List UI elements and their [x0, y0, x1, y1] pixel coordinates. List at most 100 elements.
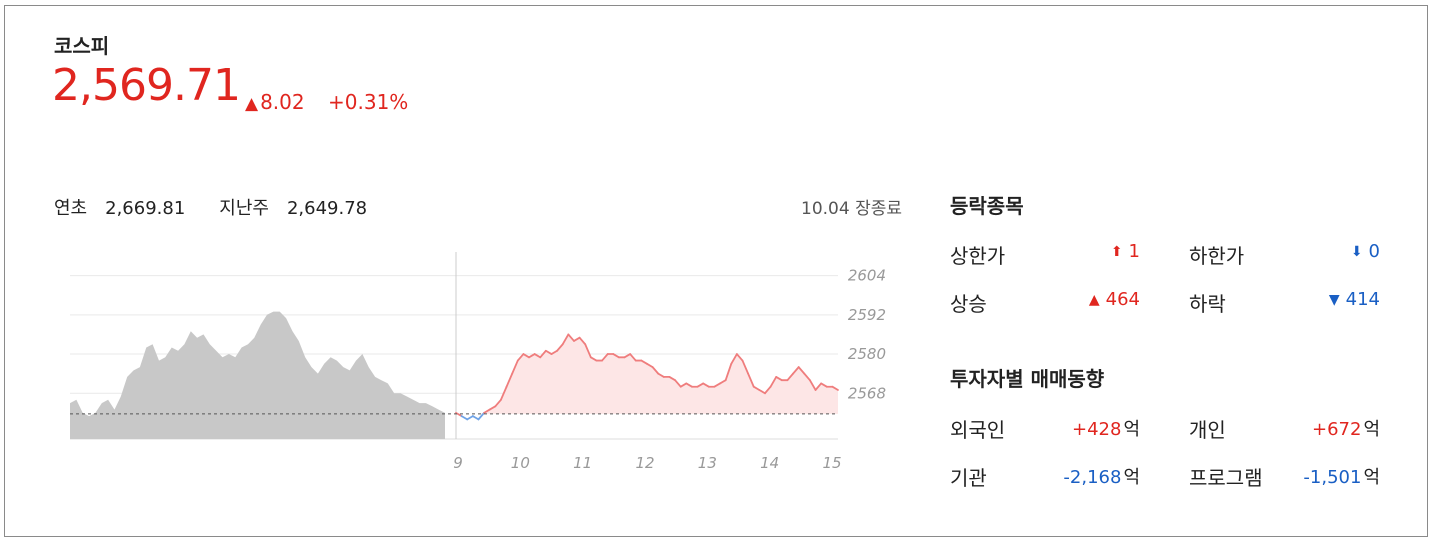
today-line-segment — [668, 376, 676, 382]
program-label: 프로그램 — [1189, 466, 1263, 490]
today-line-segment — [758, 389, 766, 395]
today-line-segment — [539, 349, 547, 359]
today-line-segment — [679, 382, 688, 388]
x-tick-label: 15 — [822, 454, 841, 472]
index-card — [4, 5, 1428, 537]
today-line-segment — [814, 382, 823, 391]
today-line-segment — [460, 415, 469, 421]
advance-label: 상승 — [950, 292, 987, 316]
today-line-segment — [601, 353, 609, 362]
institution-amount: -2,168 — [1063, 467, 1122, 488]
today-line-segment — [556, 343, 564, 352]
today-line-segment — [623, 353, 632, 359]
today-line-segment — [685, 382, 693, 388]
decline-label: 하락 — [1189, 292, 1226, 316]
y-tick-label: 2604 — [848, 267, 886, 285]
today-line-segment — [803, 372, 811, 382]
today-line-segment — [741, 359, 750, 375]
lastweek-label: 지난주 — [219, 198, 269, 219]
ytd-label: 연초 — [54, 198, 88, 219]
x-tick-label: 9 — [453, 454, 463, 472]
upper-limit-label: 상한가 — [950, 244, 1006, 268]
today-line-segment — [511, 359, 519, 375]
up-arrow-icon: ⬆ — [1110, 244, 1123, 260]
today-line-segment — [516, 353, 525, 362]
decline-count: 414 — [1345, 289, 1380, 310]
upper-limit-count: 1 — [1128, 241, 1140, 262]
individual-unit: 억 — [1363, 419, 1380, 440]
today-line-segment — [629, 353, 637, 362]
today-line-segment — [831, 385, 839, 391]
today-line-segment — [612, 353, 620, 359]
today-line-segment — [528, 353, 536, 359]
today-line-segment — [657, 372, 665, 378]
today-line-segment — [674, 379, 682, 388]
today-line-segment — [820, 382, 828, 388]
program-amount: -1,501 — [1303, 467, 1362, 488]
up-triangle-icon: ▲ — [1088, 292, 1100, 308]
today-line-segment — [500, 385, 508, 401]
today-line-segment — [809, 379, 817, 391]
institution-value: -2,168 억 — [1030, 463, 1140, 489]
lower-limit-count: 0 — [1368, 241, 1380, 262]
today-line-segment — [646, 362, 654, 369]
today-line-segment — [775, 376, 783, 382]
today-line-segment — [696, 382, 705, 388]
today-line-segment — [724, 362, 733, 382]
today-line-segment — [483, 408, 491, 414]
today-line-segment — [769, 376, 778, 388]
program-unit: 억 — [1363, 467, 1380, 488]
individual-amount: +672 — [1311, 419, 1362, 440]
today-line-segment — [573, 336, 581, 342]
today-line-segment — [522, 353, 530, 359]
institution-unit: 억 — [1123, 467, 1140, 488]
x-tick-label: 12 — [635, 454, 654, 472]
index-chart[interactable]: 2604 2592 2580 2568 9 10 11 12 13 14 15 — [60, 236, 900, 476]
down-arrow-icon: ⬇ — [1350, 244, 1363, 260]
ytd-value: 2,669.81 — [105, 198, 186, 219]
advance-count: 464 — [1105, 289, 1140, 310]
program-value: -1,501 억 — [1270, 463, 1380, 489]
index-change: ▲ 8.02 — [245, 90, 305, 114]
today-line-segment — [584, 343, 592, 359]
today-line-segment — [730, 353, 738, 365]
foreign-unit: 억 — [1123, 419, 1140, 440]
today-line-segment — [640, 359, 648, 365]
foreign-label: 외국인 — [950, 418, 1006, 442]
investor-trend-title: 투자자별 매매동향 — [950, 367, 1105, 391]
today-area — [456, 334, 838, 414]
today-line-segment — [544, 349, 553, 355]
today-line-segment — [735, 353, 744, 362]
today-line-segment — [752, 385, 761, 391]
today-line-segment — [567, 333, 575, 342]
up-triangle-icon: ▲ — [245, 94, 259, 114]
today-line-segment — [505, 372, 514, 388]
today-line-segment — [719, 379, 727, 385]
today-line-segment — [455, 411, 463, 418]
individual-label: 개인 — [1189, 418, 1226, 442]
today-line-segment — [713, 382, 721, 388]
market-close-note: 10.04 장종료 — [801, 199, 902, 219]
today-line-segment — [477, 411, 485, 421]
today-line-segment — [797, 366, 806, 375]
y-tick-label: 2580 — [848, 345, 886, 363]
today-line-segment — [747, 372, 755, 388]
foreign-value: +428 억 — [1040, 415, 1140, 441]
today-line-segment — [792, 366, 800, 375]
today-line-segment — [786, 372, 794, 382]
upper-limit-value: ⬆ 1 — [1040, 241, 1140, 262]
today-line-segment — [550, 349, 559, 355]
advance-decline-title: 등락종목 — [950, 194, 1024, 218]
x-tick-label: 11 — [573, 454, 592, 472]
y-tick-label: 2568 — [848, 384, 886, 402]
advance-value: ▲ 464 — [1040, 289, 1140, 310]
decline-value: ▼ 414 — [1280, 289, 1380, 310]
today-line-segment — [578, 336, 587, 346]
y-tick-label: 2592 — [848, 306, 886, 324]
today-line-segment — [471, 415, 480, 421]
today-line-segment — [466, 415, 474, 421]
today-line-segment — [764, 385, 772, 395]
x-tick-label: 14 — [760, 454, 779, 472]
index-name[interactable]: 코스피 — [54, 34, 110, 58]
x-tick-label: 10 — [511, 454, 530, 472]
